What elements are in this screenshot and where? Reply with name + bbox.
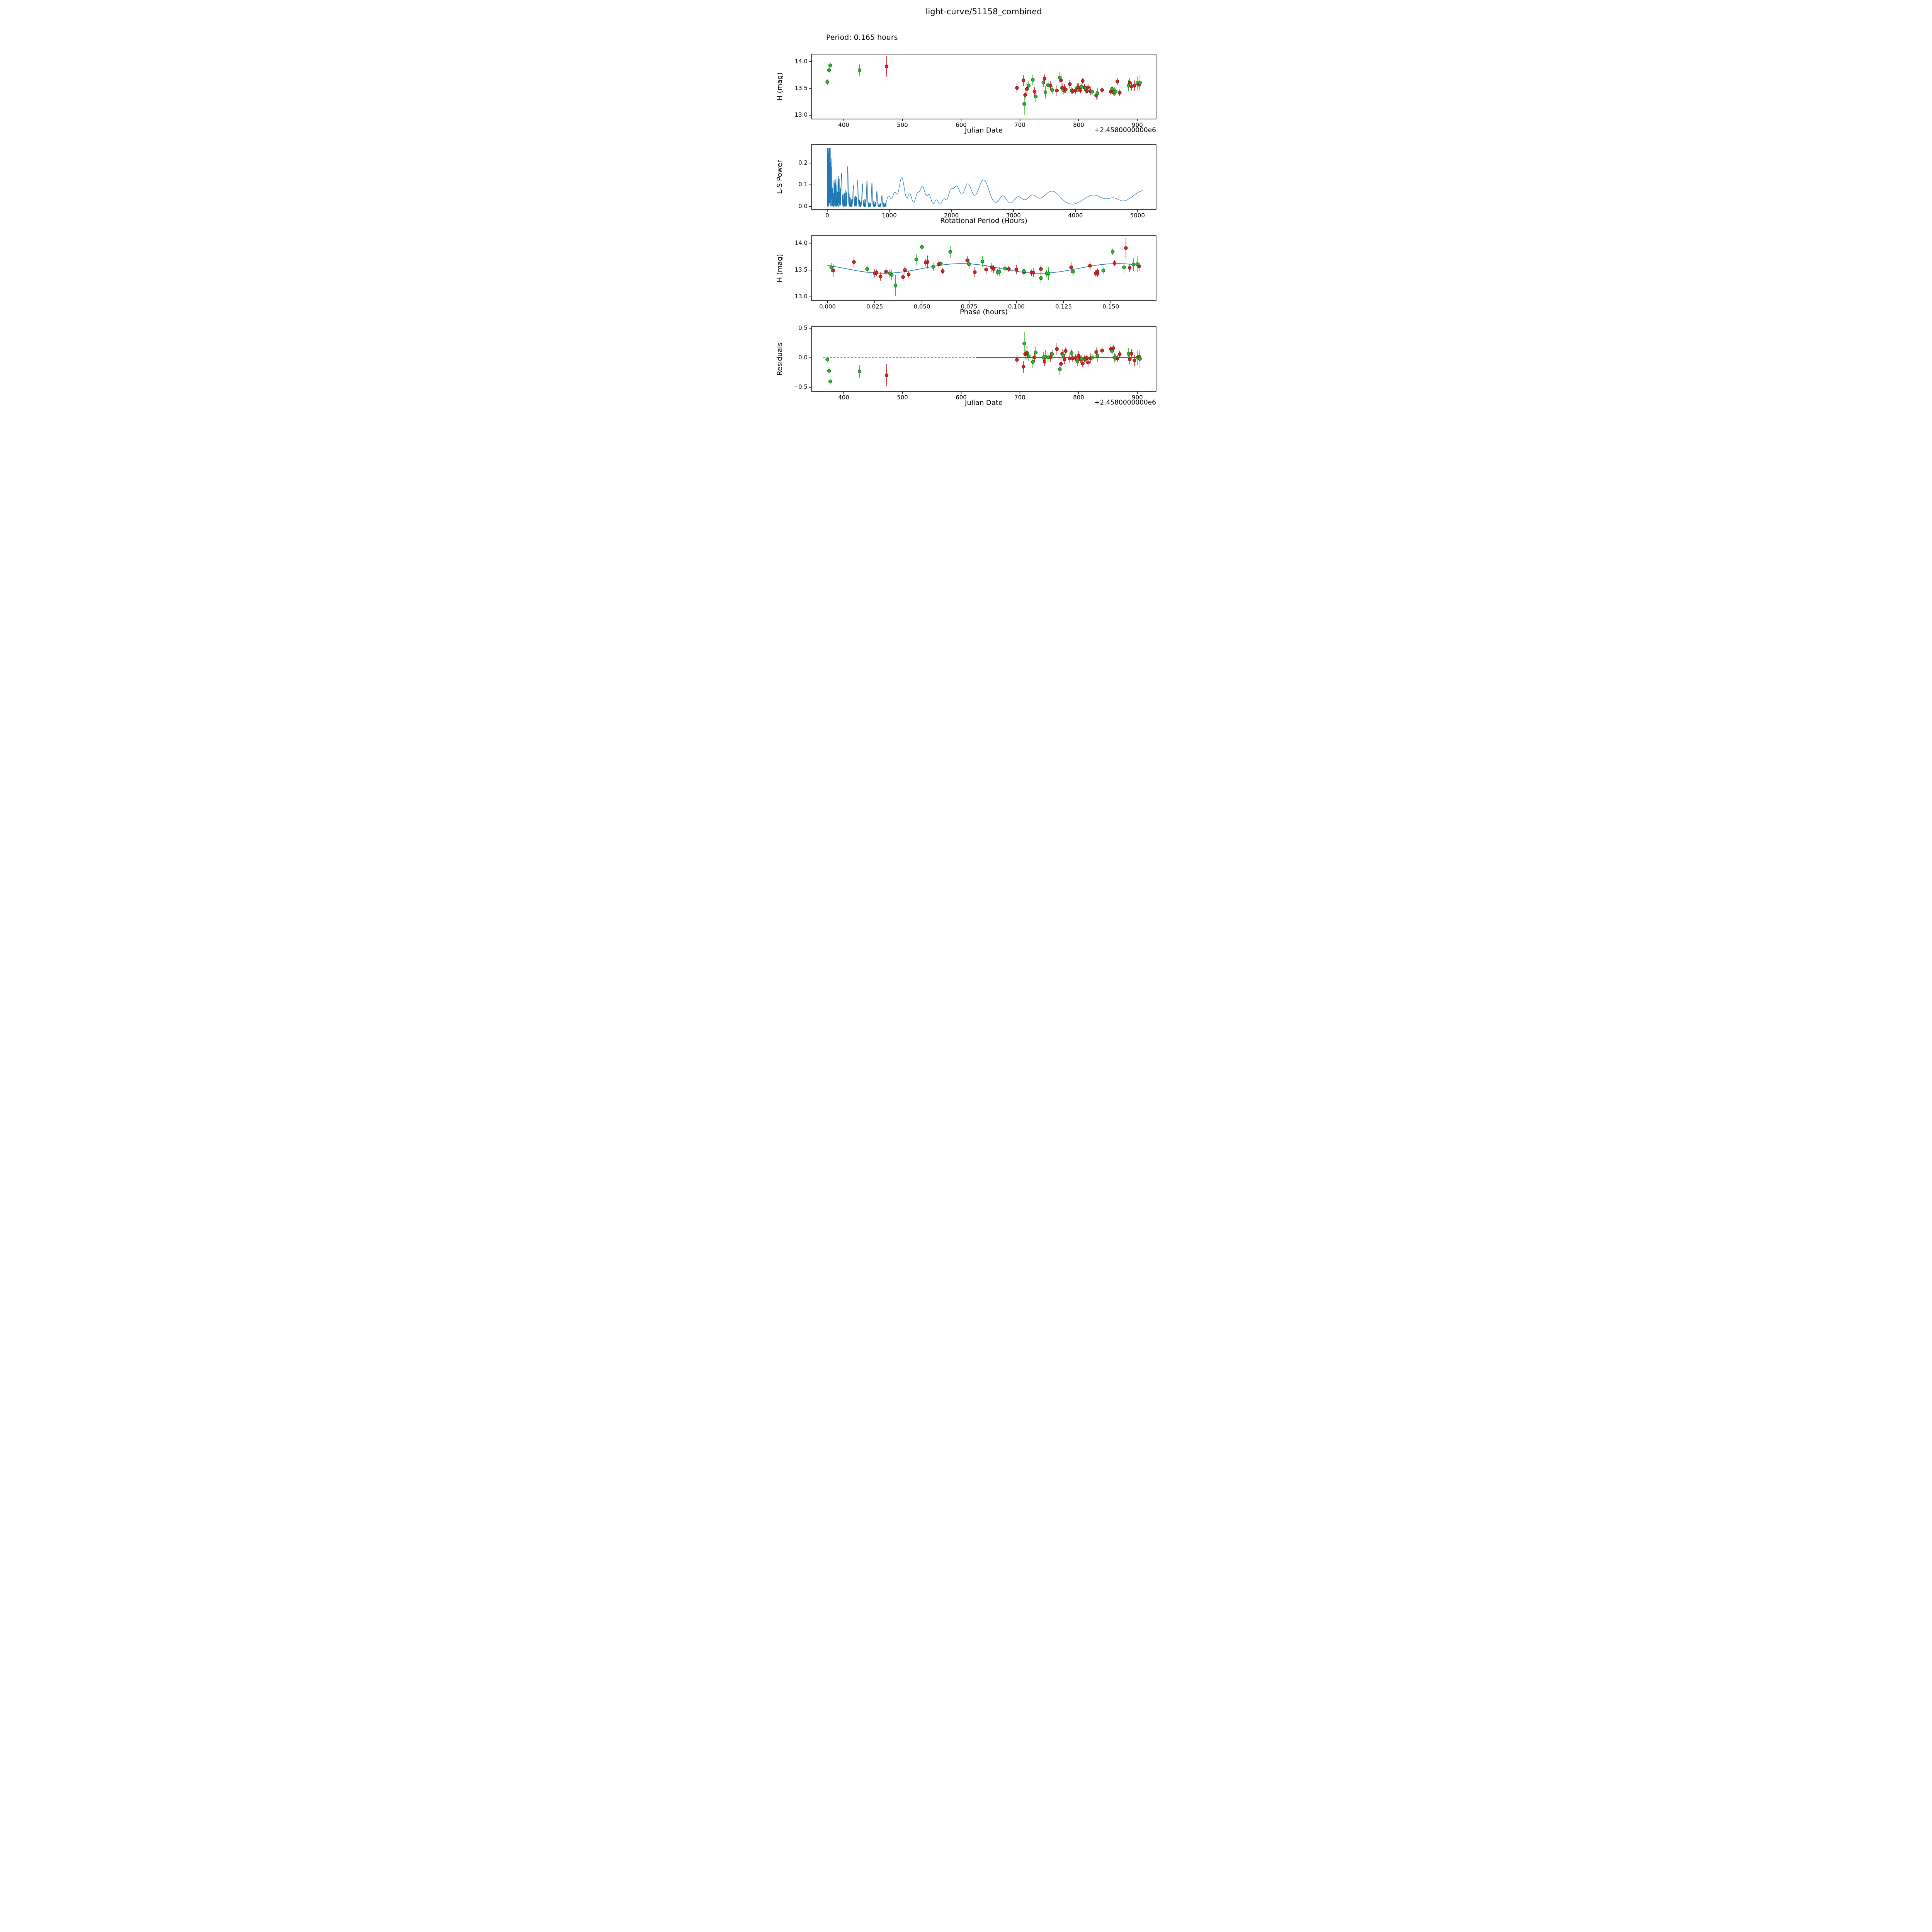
chart-canvas — [757, 0, 1175, 417]
axis-ylabel-periodogram: L-S Power — [776, 160, 784, 194]
figure: light-curve/51158_combined Period: 0.165… — [757, 0, 1175, 417]
figure-title: light-curve/51158_combined — [925, 7, 1042, 16]
axis-offset-lightcurve: +2.4580000000e6 — [1094, 126, 1156, 134]
axis-xlabel-lightcurve: Julian Date — [965, 126, 1003, 134]
axis-offset-residuals: +2.4580000000e6 — [1094, 399, 1156, 406]
axis-ylabel-phase: H (mag) — [776, 254, 784, 282]
axis-xlabel-residuals: Julian Date — [965, 399, 1003, 407]
axis-ylabel-lightcurve: H (mag) — [776, 72, 784, 101]
period-annotation: Period: 0.165 hours — [826, 33, 898, 42]
axis-xlabel-periodogram: Rotational Period (Hours) — [940, 217, 1027, 225]
axis-ylabel-residuals: Residuals — [776, 342, 784, 376]
axis-xlabel-phase: Phase (hours) — [959, 308, 1008, 316]
